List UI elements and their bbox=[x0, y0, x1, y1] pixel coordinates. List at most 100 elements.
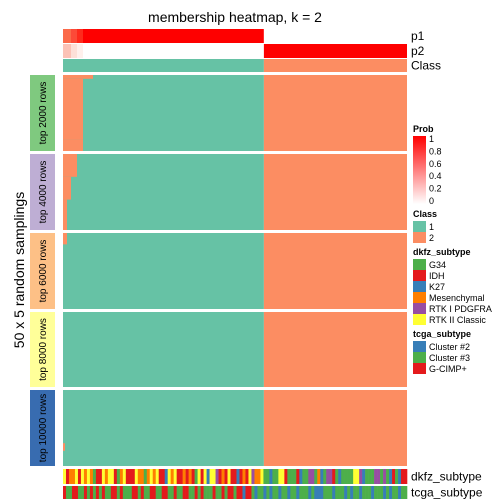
row-group-label: top 10000 rows bbox=[38, 394, 49, 462]
tcga-subtype-cell bbox=[119, 486, 124, 499]
tcga-subtype-cell bbox=[227, 486, 231, 499]
tcga-subtype-cell bbox=[137, 486, 142, 499]
tcga-subtype-cell bbox=[131, 486, 136, 499]
row-group-box bbox=[30, 154, 55, 230]
tcga-subtype-cell bbox=[308, 486, 312, 499]
legend-swatch bbox=[413, 303, 426, 314]
dkfz-subtype-cell bbox=[71, 469, 76, 484]
tcga-subtype-cell bbox=[377, 486, 381, 499]
tcga-subtype-cell bbox=[107, 486, 112, 499]
tcga-subtype-cell bbox=[380, 486, 384, 499]
heatmap-class2-block bbox=[263, 154, 407, 230]
heatmap-class1-block bbox=[63, 75, 264, 151]
tcga-subtype-cell bbox=[161, 486, 166, 499]
row-group-label: top 2000 rows bbox=[38, 82, 49, 145]
class-track-cell bbox=[263, 59, 407, 72]
prob-tick-label: 0.8 bbox=[429, 146, 442, 156]
dkfz-subtype-cell bbox=[152, 469, 157, 484]
tcga-subtype-cell bbox=[134, 486, 139, 499]
dkfz-subtype-cell bbox=[362, 469, 366, 484]
legend-swatch bbox=[413, 259, 426, 270]
dkfz-subtype-cell bbox=[68, 469, 73, 484]
legend-item-label: RTK I PDGFRA bbox=[429, 304, 492, 314]
tcga-subtype-cell bbox=[95, 486, 100, 499]
tcga-subtype-cell bbox=[353, 486, 357, 499]
tcga-subtype-cell bbox=[254, 486, 258, 499]
tcga-subtype-cell bbox=[293, 486, 297, 499]
dkfz-subtype-cell bbox=[257, 469, 261, 484]
dkfz-subtype-cell bbox=[383, 469, 387, 484]
tcga-subtype-cell bbox=[125, 486, 130, 499]
bottom-annotation-label: dkfz_subtype bbox=[411, 470, 482, 484]
heatmap-misclassified-cells bbox=[63, 75, 93, 79]
dkfz-subtype-cell bbox=[401, 469, 405, 484]
tcga-subtype-cell bbox=[260, 486, 264, 499]
prob-tick-label: 0.2 bbox=[429, 184, 442, 194]
tcga-subtype-cell bbox=[341, 486, 345, 499]
dkfz-subtype-cell bbox=[278, 469, 282, 484]
tcga-subtype-cell bbox=[332, 486, 336, 499]
tcga-subtype-cell bbox=[113, 486, 118, 499]
tcga-subtype-cell bbox=[71, 486, 76, 499]
tcga-subtype-cell bbox=[386, 486, 390, 499]
dkfz-subtype-cell bbox=[239, 469, 243, 484]
tcga-subtype-cell bbox=[146, 486, 151, 499]
tcga-subtype-cell bbox=[209, 486, 213, 499]
heatmap-class1-block bbox=[63, 233, 264, 309]
dkfz-subtype-cell bbox=[236, 469, 240, 484]
p1-track-cell bbox=[63, 29, 264, 43]
dkfz-subtype-cell bbox=[392, 469, 396, 484]
tcga-subtype-cell bbox=[200, 486, 204, 499]
tcga-subtype-cell bbox=[317, 486, 321, 499]
row-group-box bbox=[30, 233, 55, 309]
bottom-annotation-label: tcga_subtype bbox=[411, 486, 483, 500]
tcga-subtype-cell bbox=[221, 486, 225, 499]
legend-item-label: RTK II Classic bbox=[429, 315, 486, 325]
tcga-subtype-cell bbox=[182, 486, 186, 499]
dkfz-subtype-cell bbox=[254, 469, 258, 484]
p2-track-cell bbox=[71, 44, 77, 58]
tcga-subtype-cell bbox=[98, 486, 103, 499]
top-annotation-label: Class bbox=[411, 59, 441, 73]
heatmap-misclassified-cells bbox=[63, 199, 67, 230]
dkfz-subtype-cell bbox=[320, 469, 324, 484]
dkfz-subtype-cell bbox=[302, 469, 306, 484]
dkfz-subtype-cell bbox=[248, 469, 252, 484]
dkfz-subtype-cell bbox=[308, 469, 312, 484]
p2-track-cell bbox=[63, 44, 264, 58]
tcga-subtype-cell bbox=[404, 486, 408, 499]
dkfz-subtype-cell bbox=[143, 469, 148, 484]
tcga-subtype-cell bbox=[233, 486, 237, 499]
dkfz-subtype-cell bbox=[371, 469, 375, 484]
chart-title: membership heatmap, k = 2 bbox=[148, 9, 322, 25]
tcga-subtype-cell bbox=[149, 486, 154, 499]
tcga-subtype-cell bbox=[251, 486, 255, 499]
legend-swatch bbox=[413, 270, 426, 281]
legend-swatch bbox=[413, 232, 426, 243]
legend-item-label: G34 bbox=[429, 260, 446, 270]
tcga-subtype-cell bbox=[143, 486, 148, 499]
dkfz-subtype-cell bbox=[266, 469, 270, 484]
legend-swatch bbox=[413, 221, 426, 232]
dkfz-subtype-cell bbox=[131, 469, 136, 484]
prob-tick-label: 0 bbox=[429, 196, 434, 206]
dkfz-subtype-cell bbox=[95, 469, 100, 484]
tcga-subtype-cell bbox=[86, 486, 91, 499]
tcga-subtype-cell bbox=[263, 486, 267, 499]
dkfz-subtype-cell bbox=[305, 469, 309, 484]
heatmap-misclassified-cells bbox=[63, 154, 77, 177]
tcga-subtype-cell bbox=[296, 486, 300, 499]
tcga-subtype-cell bbox=[194, 486, 198, 499]
dkfz-subtype-cell bbox=[158, 469, 163, 484]
dkfz-subtype-cell bbox=[63, 469, 67, 484]
dkfz-subtype-cell bbox=[161, 469, 166, 484]
row-group-box bbox=[30, 390, 55, 466]
dkfz-subtype-cell bbox=[245, 469, 249, 484]
dkfz-subtype-cell bbox=[272, 469, 276, 484]
tcga-subtype-cell bbox=[323, 486, 327, 499]
tcga-subtype-cell bbox=[140, 486, 145, 499]
tcga-subtype-cell bbox=[245, 486, 249, 499]
tcga-subtype-cell bbox=[116, 486, 121, 499]
heatmap-misclassified-cells bbox=[63, 78, 83, 140]
